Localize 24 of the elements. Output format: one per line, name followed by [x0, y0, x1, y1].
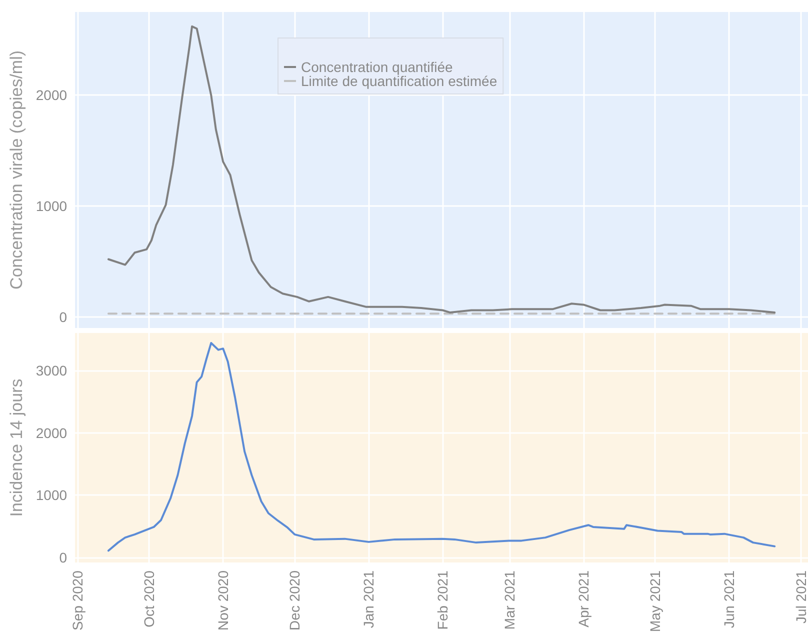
x-tick-label: Dec 2020 [286, 570, 303, 630]
y-axis-title: Incidence 14 jours [7, 378, 26, 517]
x-tick-label: Apr 2021 [576, 570, 592, 628]
x-tick-label: Sep 2020 [69, 570, 86, 630]
y-tick-label: 2000 [36, 87, 68, 104]
legend-label: Limite de quantification estimée [301, 73, 498, 89]
y-tick-label: 1000 [36, 198, 68, 214]
x-tick-label: Jul 2021 [792, 570, 808, 624]
x-tick-label: Jan 2021 [360, 570, 377, 628]
x-tick-label: Feb 2021 [434, 570, 451, 630]
x-tick-label: May 2021 [647, 570, 664, 632]
x-tick-label: Oct 2020 [141, 570, 158, 628]
legend-label: Concentration quantifiée [301, 59, 453, 75]
y-tick-label: 0 [59, 308, 68, 325]
y-tick-label: 0 [59, 550, 68, 566]
x-tick-label: Mar 2021 [502, 570, 518, 630]
y-tick-label: 3000 [36, 362, 68, 378]
y-tick-label: 1000 [36, 487, 68, 504]
y-tick-label: 2000 [36, 424, 68, 441]
y-axis-title: Concentration virale (copies/ml) [7, 50, 26, 290]
line-series [107, 342, 776, 552]
line-series [107, 25, 776, 314]
x-tick-label: Jun 2021 [721, 570, 738, 628]
x-tick-label: Nov 2020 [215, 570, 232, 630]
